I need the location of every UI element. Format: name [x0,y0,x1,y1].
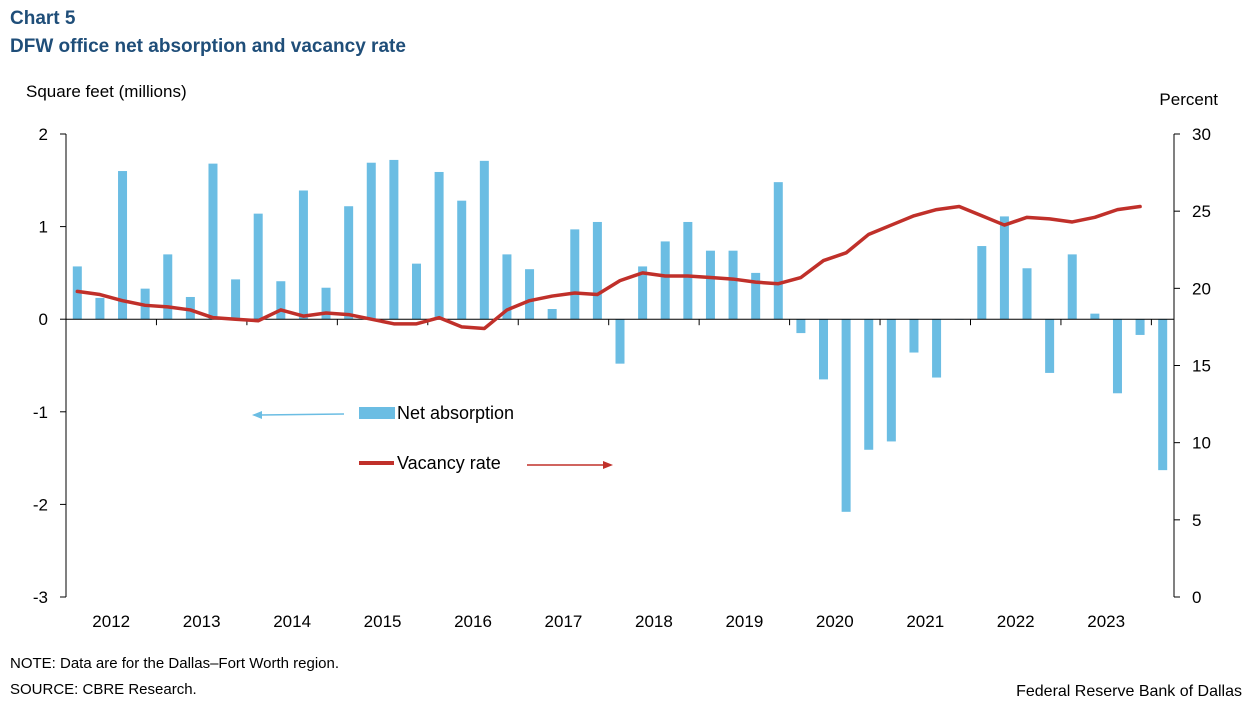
left-axis-label: Square feet (millions) [26,82,187,101]
source-text: SOURCE: CBRE Research. [10,681,197,698]
right-tick-label: 0 [1192,588,1201,607]
bar-net-absorption-7 [231,279,241,320]
x-tick-label-2020: 2020 [816,612,854,631]
chart-number: Chart 5 [10,8,76,29]
legend-layer: Net absorption Vacancy rate [252,403,613,473]
chart-title: DFW office net absorption and vacancy ra… [10,36,406,57]
bar-net-absorption-47 [1135,319,1145,335]
left-tick-label: 2 [39,125,48,144]
bars-layer [72,159,1168,512]
right-tick-label: 5 [1192,511,1201,530]
bar-net-absorption-27 [683,221,693,320]
x-tick-label-2015: 2015 [364,612,402,631]
bar-net-absorption-23 [592,221,602,320]
bar-net-absorption-6 [208,163,218,320]
bar-net-absorption-35 [864,319,874,450]
bar-net-absorption-40 [977,246,987,320]
bar-net-absorption-24 [615,319,625,364]
bar-net-absorption-26 [660,241,670,320]
bar-net-absorption-32 [796,319,806,334]
bar-net-absorption-10 [298,190,308,320]
left-tick-label: -2 [33,495,48,514]
legend-swatch-net-absorption [359,407,395,419]
x-tick-label-2016: 2016 [454,612,492,631]
line-layer [75,204,1142,331]
bar-net-absorption-33 [819,319,829,380]
bar-net-absorption-37 [909,319,919,353]
left-tick-label: 1 [39,218,48,237]
x-tick-label-2012: 2012 [92,612,130,631]
x-tick-label-2021: 2021 [906,612,944,631]
bar-net-absorption-31 [773,182,783,320]
x-tick-label-2023: 2023 [1087,612,1125,631]
x-tick-label-2017: 2017 [545,612,583,631]
bar-net-absorption-5 [185,296,195,320]
bar-net-absorption-45 [1090,313,1100,320]
bar-net-absorption-43 [1045,319,1055,373]
bar-net-absorption-12 [344,206,354,320]
left-tick-label: 0 [39,310,48,329]
bar-net-absorption-36 [886,319,896,442]
bar-net-absorption-15 [411,263,421,320]
bar-net-absorption-2 [118,171,128,320]
left-tick-label: -3 [33,588,48,607]
legend-right-arrow-head [603,461,613,469]
right-tick-label: 15 [1192,357,1211,376]
bar-net-absorption-4 [163,254,173,320]
bar-net-absorption-25 [638,266,648,320]
x-tick-label-2022: 2022 [997,612,1035,631]
x-tick-label-2019: 2019 [725,612,763,631]
x-tick-label-2014: 2014 [273,612,311,631]
bar-net-absorption-14 [389,159,399,320]
bar-net-absorption-13 [366,162,376,320]
legend-label-vacancy-rate: Vacancy rate [397,453,501,473]
bar-net-absorption-20 [525,269,535,320]
bar-net-absorption-44 [1067,254,1077,320]
bar-net-absorption-8 [253,213,263,320]
right-tick-label: 20 [1192,279,1211,298]
bar-net-absorption-11 [321,287,331,320]
bar-net-absorption-28 [705,250,715,320]
legend-label-net-absorption: Net absorption [397,403,514,423]
note-text: NOTE: Data are for the Dallas–Fort Worth… [10,655,340,672]
bar-net-absorption-42 [1022,268,1032,320]
bar-net-absorption-48 [1158,319,1168,471]
bar-net-absorption-30 [751,272,761,320]
bar-net-absorption-16 [434,171,444,320]
bar-net-absorption-9 [276,281,286,320]
bar-net-absorption-17 [457,200,467,320]
right-tick-label: 25 [1192,202,1211,221]
line-vacancy-rate [75,204,1142,331]
right-tick-label: 10 [1192,434,1211,453]
right-tick-label: 30 [1192,125,1211,144]
x-tick-label-2013: 2013 [183,612,221,631]
legend-left-arrow-head [252,411,262,419]
bar-net-absorption-46 [1112,319,1122,394]
bar-net-absorption-22 [570,229,580,320]
legend-left-arrow-line [259,413,345,416]
right-axis-label: Percent [1159,90,1218,109]
bar-net-absorption-1 [95,297,105,320]
bar-net-absorption-29 [728,250,738,320]
bar-net-absorption-34 [841,319,851,512]
bar-net-absorption-41 [999,216,1009,320]
bar-net-absorption-38 [932,319,942,378]
left-tick-label: -1 [33,403,48,422]
credit-text: Federal Reserve Bank of Dallas [1016,683,1242,700]
x-tick-label-2018: 2018 [635,612,673,631]
bar-net-absorption-19 [502,254,512,320]
bar-net-absorption-18 [479,160,489,320]
bar-net-absorption-21 [547,309,557,320]
